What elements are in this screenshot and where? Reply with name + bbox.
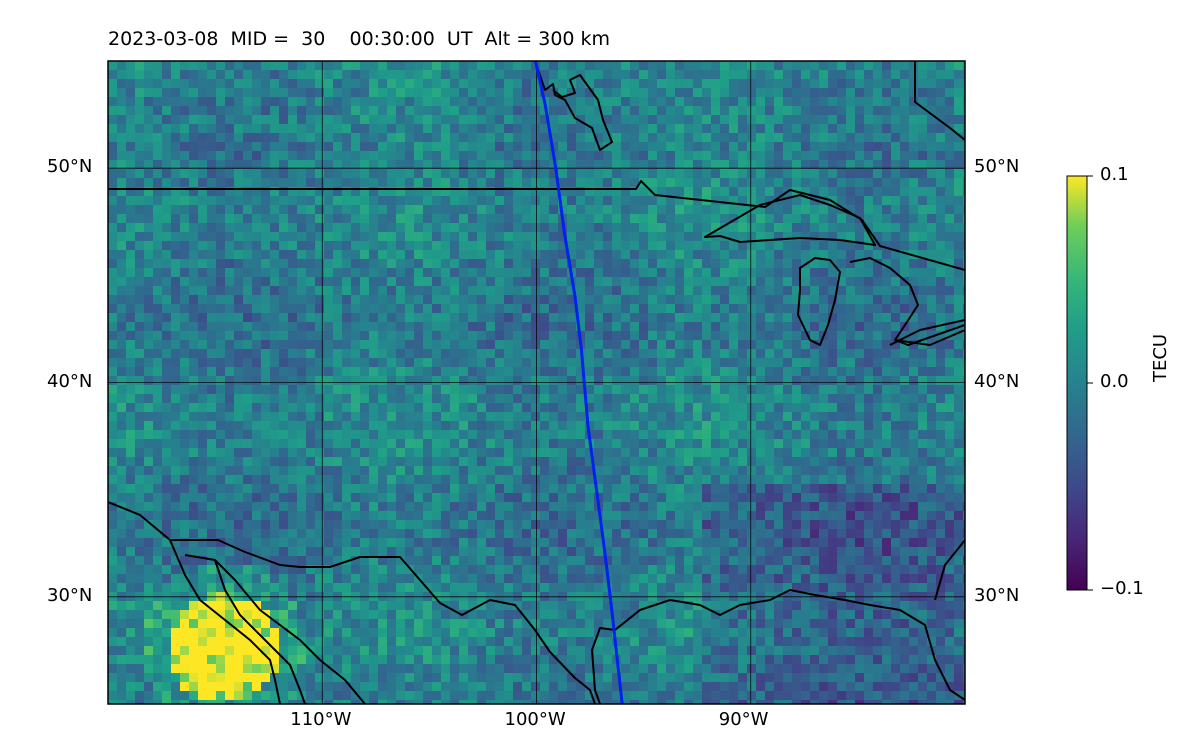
lake-michigan — [797, 257, 841, 346]
colorbar — [1066, 175, 1088, 591]
colorbar-ticks — [1087, 175, 1093, 591]
lat-label-left: 30°N — [47, 584, 93, 606]
gulf-coast — [591, 589, 965, 704]
lat-label-right: 40°N — [974, 370, 1020, 392]
baja-california — [214, 559, 366, 704]
pacific-coast — [108, 501, 281, 704]
tec-pixel-grid — [108, 61, 965, 704]
lake-erie-ontario — [889, 319, 965, 346]
colorbar-tick-label: 0.0 — [1100, 371, 1129, 392]
map-title: 2023-03-08 MID = 30 00:30:00 UT Alt = 30… — [108, 28, 611, 50]
lon-label: 100°W — [504, 709, 566, 730]
lon-label: 110°W — [290, 709, 352, 730]
map-frame — [107, 60, 966, 705]
gulf-of-california — [184, 554, 306, 704]
coastlines-borders — [108, 61, 965, 704]
lat-label-left: 40°N — [47, 370, 93, 392]
lake-huron — [849, 257, 965, 346]
colorbar-label: TECU — [1150, 333, 1171, 382]
lat-label-left: 50°N — [47, 156, 93, 178]
mexico-us-border — [170, 539, 596, 704]
lon-label: 90°W — [718, 709, 769, 730]
florida-east — [934, 539, 965, 601]
colorbar-tick-label: 0.1 — [1100, 164, 1129, 185]
graticule — [108, 61, 965, 704]
satellite-track — [533, 61, 624, 704]
lat-label-right: 50°N — [974, 156, 1020, 178]
canada-us-border — [108, 180, 965, 271]
colorbar-tick-label: −0.1 — [1100, 578, 1144, 599]
lake-superior — [704, 194, 876, 246]
lat-label-right: 30°N — [974, 584, 1020, 606]
hudson-bay-coast — [534, 61, 965, 151]
